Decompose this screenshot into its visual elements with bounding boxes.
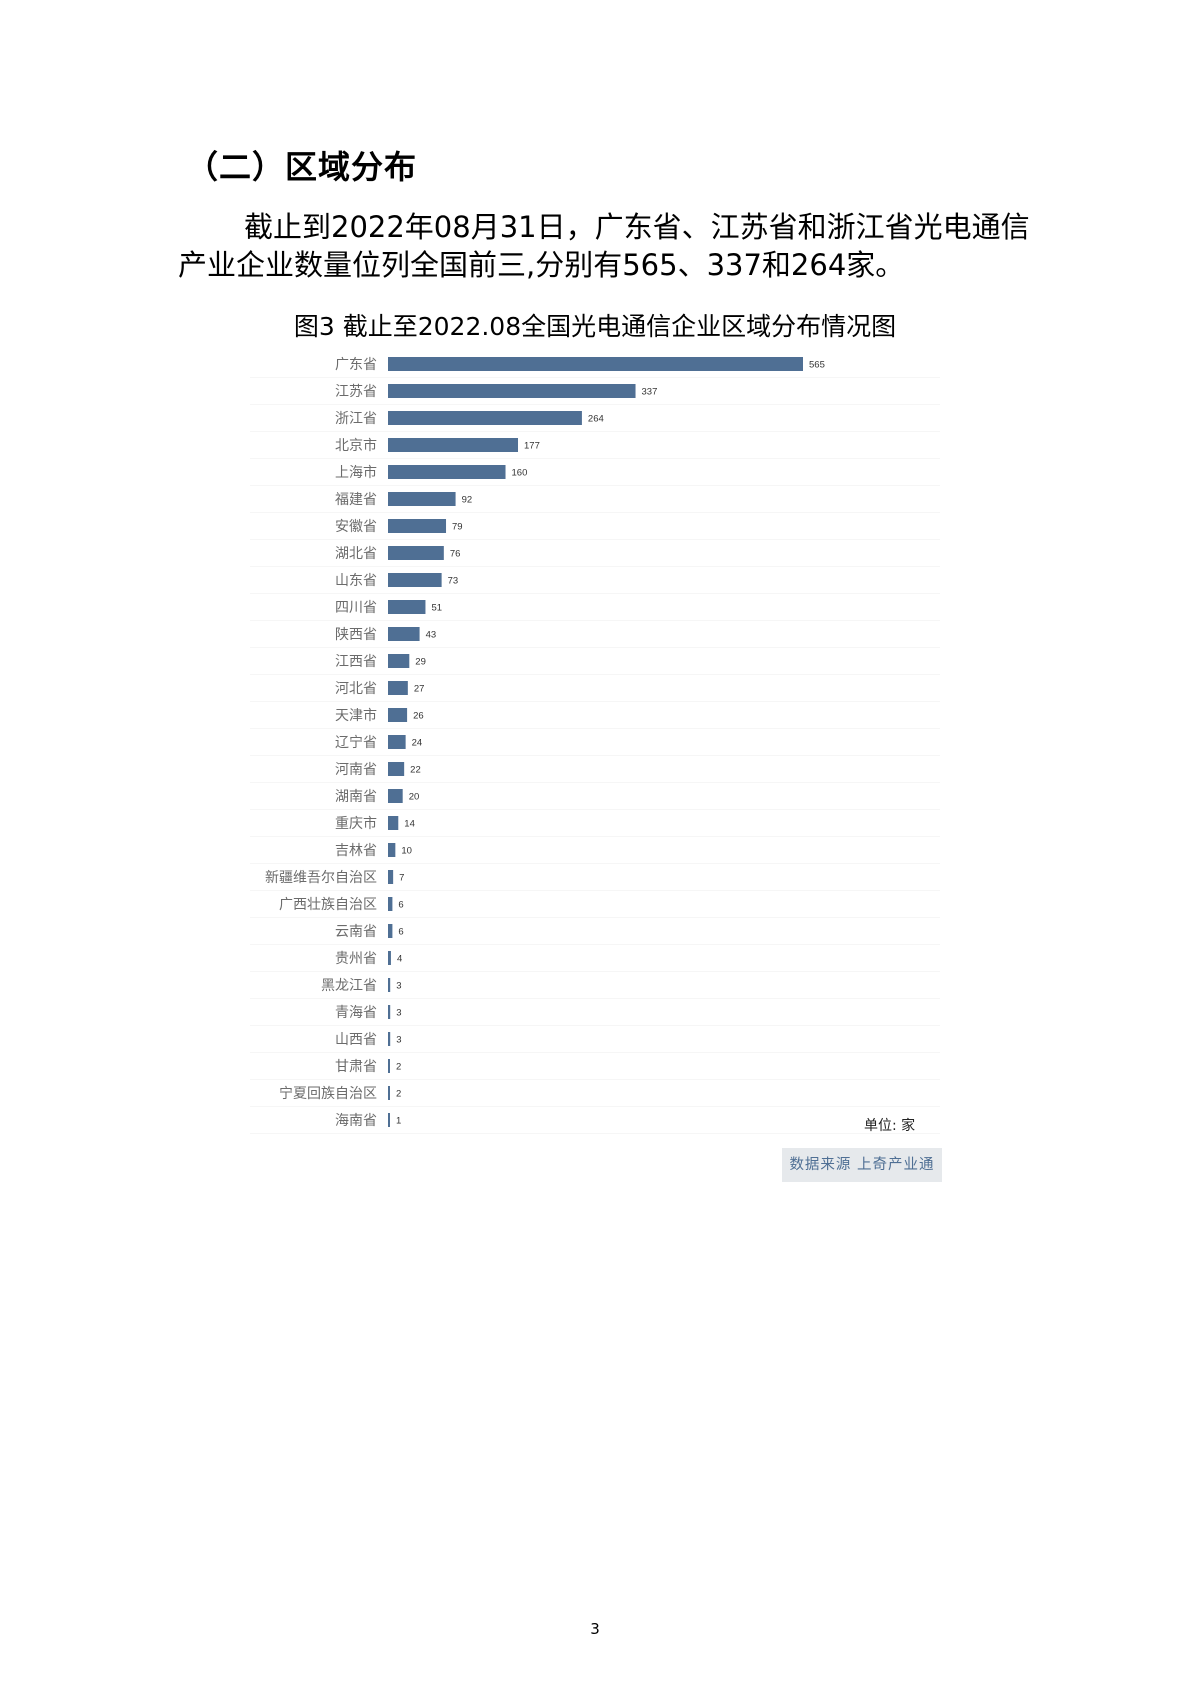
bar	[388, 519, 447, 533]
bar	[388, 1005, 391, 1019]
category-label: 吉林省	[335, 843, 377, 859]
bar	[388, 951, 391, 965]
category-label: 海南省	[335, 1113, 377, 1129]
bar	[388, 789, 403, 803]
bar	[388, 897, 393, 911]
unit-label: 单位: 家	[864, 1118, 916, 1134]
bar	[388, 1059, 390, 1073]
category-label: 福建省	[335, 492, 377, 508]
category-label: 宁夏回族自治区	[279, 1085, 377, 1102]
category-label: 山西省	[335, 1032, 377, 1048]
value-label: 6	[398, 927, 403, 938]
value-label: 2	[396, 1089, 401, 1100]
bar	[388, 1032, 391, 1046]
value-label: 10	[401, 846, 412, 857]
bar	[388, 843, 396, 857]
bar	[388, 870, 394, 884]
category-label: 贵州省	[335, 951, 377, 967]
category-label: 陕西省	[335, 627, 377, 643]
value-label: 92	[462, 495, 473, 506]
category-label: 天津市	[335, 707, 377, 724]
bar	[388, 438, 519, 452]
category-label: 安徽省	[335, 519, 377, 535]
value-label: 24	[412, 738, 423, 749]
bar	[388, 465, 506, 479]
category-label: 甘肃省	[335, 1059, 377, 1075]
bar	[388, 573, 442, 587]
value-label: 51	[431, 603, 442, 614]
category-label: 青海省	[335, 1005, 377, 1021]
bar	[388, 357, 803, 371]
category-label: 新疆维吾尔自治区	[265, 870, 377, 886]
value-label: 26	[413, 711, 424, 722]
value-label: 29	[415, 657, 426, 668]
bar	[388, 762, 405, 776]
category-label: 浙江省	[335, 411, 377, 427]
bar	[388, 492, 456, 506]
category-label: 广西壮族自治区	[279, 897, 377, 913]
value-label: 79	[452, 522, 463, 533]
value-label: 4	[397, 954, 402, 965]
value-label: 22	[410, 765, 421, 776]
bar	[388, 978, 391, 992]
page-number: 3	[590, 1620, 600, 1638]
category-label: 北京市	[335, 437, 377, 454]
category-label: 重庆市	[335, 815, 377, 832]
category-label: 广东省	[335, 357, 377, 373]
value-label: 2	[396, 1062, 401, 1073]
bar	[388, 546, 444, 560]
value-label: 27	[414, 684, 425, 695]
category-label: 河南省	[335, 762, 377, 778]
category-label: 江西省	[335, 654, 377, 670]
value-label: 20	[409, 792, 420, 803]
category-label: 湖北省	[335, 546, 377, 562]
value-label: 3	[396, 1008, 401, 1019]
category-label: 山东省	[335, 573, 377, 589]
value-label: 7	[399, 873, 404, 884]
value-label: 3	[396, 1035, 401, 1046]
value-label: 43	[426, 630, 437, 641]
bar	[388, 1086, 390, 1100]
value-label: 160	[512, 468, 528, 479]
value-label: 73	[448, 576, 459, 587]
bar	[388, 384, 636, 398]
category-label: 河北省	[335, 681, 377, 697]
category-label: 黑龙江省	[321, 978, 377, 994]
value-label: 1	[396, 1116, 401, 1127]
value-label: 14	[404, 819, 415, 830]
chart-title: 图3 截止至2022.08全国光电通信企业区域分布情况图	[293, 312, 897, 341]
value-label: 337	[642, 387, 658, 398]
category-label: 云南省	[335, 924, 377, 940]
value-label: 76	[450, 549, 461, 560]
category-label: 四川省	[335, 600, 377, 616]
category-label: 江苏省	[335, 384, 377, 400]
bar	[388, 924, 393, 938]
bar	[388, 708, 408, 722]
bar	[388, 816, 399, 830]
value-label: 6	[398, 900, 403, 911]
bar	[388, 735, 406, 749]
data-source-badge: 数据来源 上奇产业通	[782, 1148, 942, 1182]
category-label: 上海市	[335, 464, 377, 481]
bar	[388, 681, 408, 695]
bar	[388, 1113, 390, 1127]
category-label: 湖南省	[335, 789, 377, 805]
value-label: 264	[588, 414, 604, 425]
bar	[388, 600, 426, 614]
category-label: 辽宁省	[335, 734, 377, 751]
value-label: 565	[809, 360, 825, 371]
body-paragraph: 截止到2022年08月31日，广东省、江苏省和浙江省光电通信产业企业数量位列全国…	[178, 210, 1030, 282]
bar	[388, 627, 420, 641]
bar	[388, 411, 582, 425]
bar	[388, 654, 410, 668]
section-heading: （二）区域分布	[186, 148, 418, 186]
value-label: 3	[396, 981, 401, 992]
value-label: 177	[524, 441, 540, 452]
